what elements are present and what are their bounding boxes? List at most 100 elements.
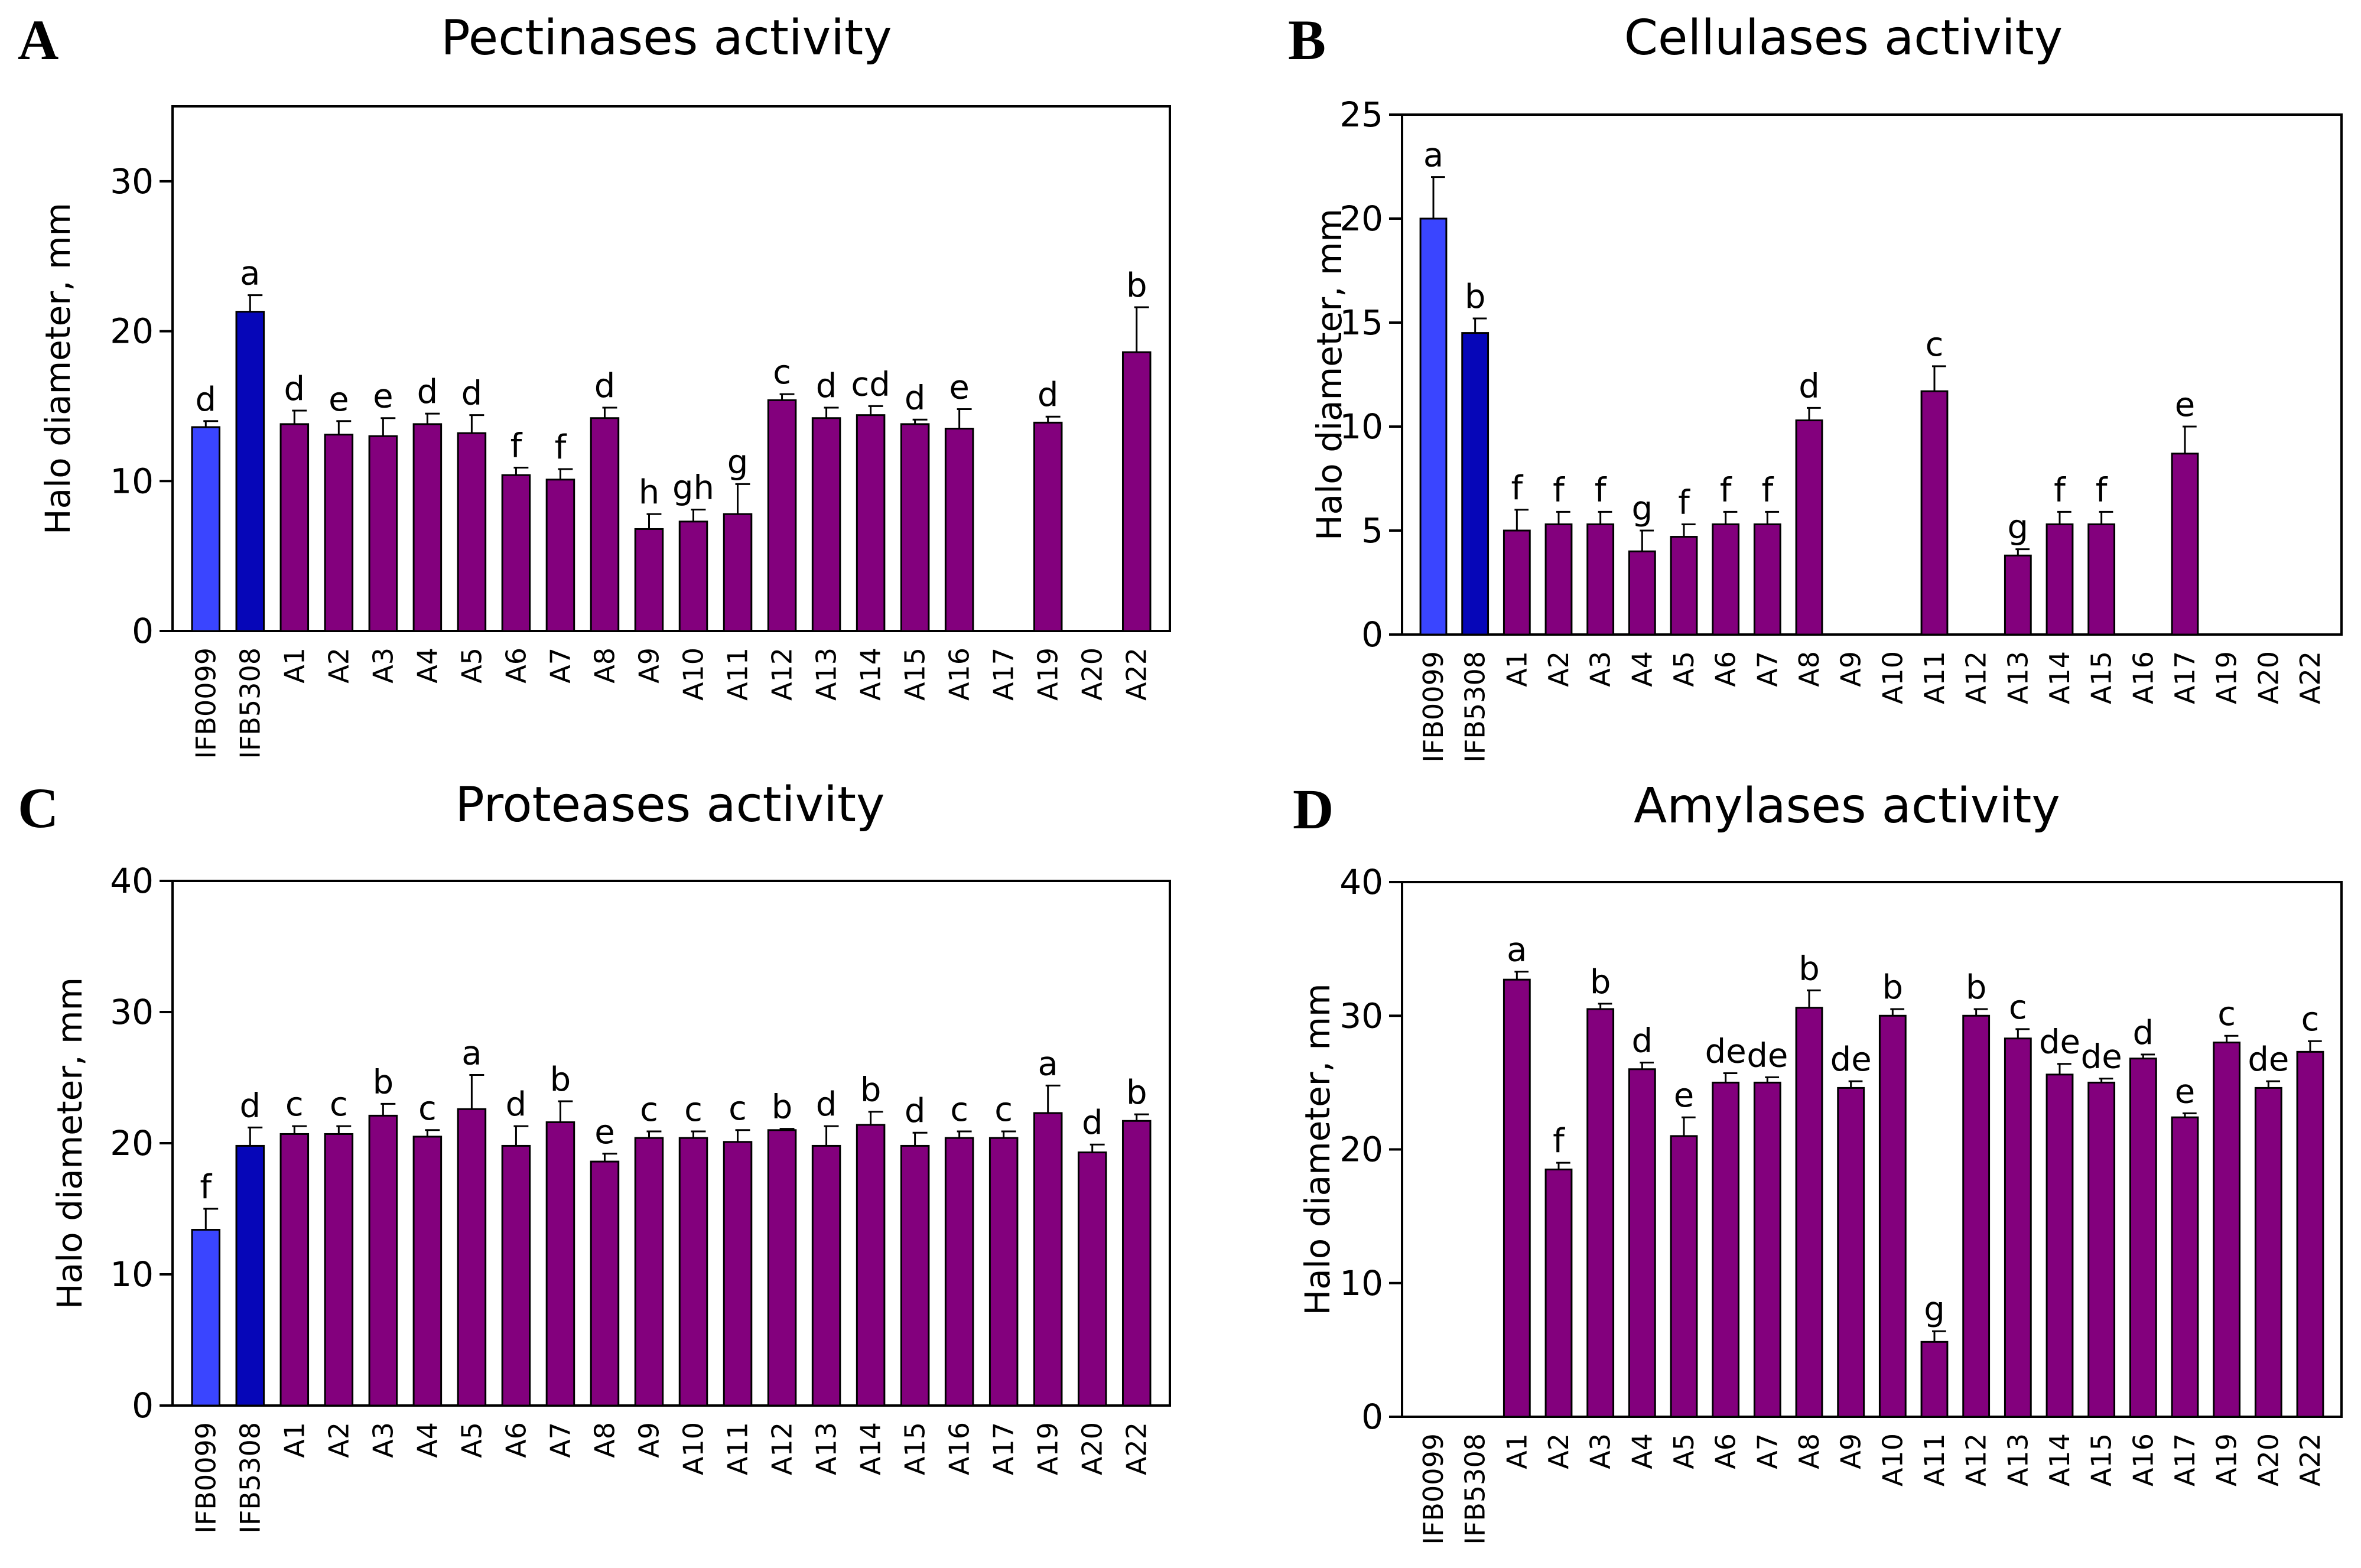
y-tick-label: 10 [110, 461, 154, 501]
bar [1503, 529, 1531, 636]
y-tick-label: 10 [1339, 406, 1383, 447]
y-tick-label: 5 [1361, 510, 1383, 551]
significance-letter: d [2133, 1014, 2154, 1052]
bar [235, 311, 265, 632]
bar [501, 1144, 531, 1407]
significance-letter: c [2217, 995, 2236, 1033]
significance-letter: c [418, 1089, 437, 1128]
chart-panel-d: D Amylases activity Halo diameter, mm 0 10 20… [1293, 778, 2343, 1545]
bar [457, 1108, 487, 1407]
x-tick-label: A7 [544, 648, 576, 684]
significance-letter: d [240, 1086, 261, 1125]
x-tick-label: A15 [899, 648, 931, 701]
significance-letter: d [1632, 1022, 1653, 1060]
bar [2296, 1050, 2324, 1418]
x-tick-label: A10 [678, 1422, 710, 1475]
significance-letter: d [594, 367, 616, 405]
significance-letter: de [2039, 1023, 2080, 1062]
x-tick-label: A4 [1626, 1433, 1658, 1469]
significance-letter: c [729, 1089, 747, 1128]
y-tick-label: 30 [110, 161, 154, 201]
significance-letter: g [1924, 1290, 1945, 1329]
x-tick-label: A17 [988, 1422, 1020, 1475]
bar [678, 521, 708, 632]
significance-letter: h [639, 473, 660, 512]
significance-letter: c [285, 1085, 304, 1124]
chart-title: Amylases activity [1634, 778, 2060, 834]
x-tick-label: A22 [1121, 648, 1153, 701]
significance-letter: e [2175, 1072, 2195, 1111]
bar [1628, 1068, 1656, 1418]
x-tick-label: IFB5308 [234, 648, 266, 759]
bar [1712, 523, 1740, 636]
y-tick-label: 0 [1361, 1397, 1383, 1437]
y-axis-label: Halo diameter, mm [38, 203, 78, 535]
significance-letter: de [2248, 1040, 2289, 1079]
significance-letter: f [1511, 469, 1523, 508]
bar [545, 479, 575, 632]
y-tick-label: 20 [110, 311, 154, 352]
bar [1544, 523, 1573, 636]
y-tick-label: 20 [110, 1123, 154, 1163]
significance-letter: b [1126, 1073, 1147, 1112]
bar [1795, 1007, 1823, 1418]
chart-panel-a: A Pectinases activity Halo diameter, mm 0 10… [18, 8, 1171, 759]
x-tick-label: A7 [1751, 651, 1783, 687]
x-tick-label: A8 [1793, 1433, 1825, 1469]
significance-letter: a [1507, 931, 1527, 970]
y-tick-label: 40 [1339, 862, 1383, 902]
x-tick-label: A3 [367, 1422, 399, 1458]
x-tick-label: A22 [1121, 1422, 1153, 1475]
significance-letter: de [1705, 1033, 1747, 1071]
x-tick-label: A5 [1668, 1433, 1700, 1469]
significance-letter: d [461, 375, 483, 413]
bar [1670, 1135, 1698, 1418]
y-tick-label: 10 [1339, 1263, 1383, 1303]
significance-letter: de [2081, 1038, 2122, 1076]
significance-letter: f [1553, 1122, 1565, 1160]
plot-frame [171, 105, 1171, 632]
significance-letter: g [1632, 490, 1653, 528]
x-tick-label: IFB0099 [190, 1422, 222, 1534]
x-tick-label: A8 [1793, 651, 1825, 687]
significance-letter: f [1720, 471, 1732, 509]
significance-letter: e [1674, 1076, 1694, 1115]
x-tick-label: A13 [811, 648, 843, 701]
y-tick-label: 0 [132, 1385, 154, 1426]
significance-letter: d [816, 367, 837, 405]
significance-letter: c [2301, 1000, 2320, 1039]
x-tick-label: A14 [855, 1422, 887, 1475]
x-tick-label: A6 [500, 1422, 532, 1458]
x-tick-label: A16 [2127, 1433, 2159, 1486]
x-tick-label: IFB5308 [1459, 651, 1491, 763]
bar [2171, 1116, 2199, 1418]
x-tick-label: A12 [1960, 1433, 1992, 1486]
bar [368, 435, 398, 632]
y-tick-label: 0 [1361, 614, 1383, 655]
bar [1753, 523, 1781, 636]
bar [723, 1141, 753, 1407]
significance-letter: a [461, 1035, 482, 1073]
bar [324, 1133, 354, 1407]
x-tick-label: A16 [944, 648, 975, 701]
significance-letter: f [1678, 483, 1690, 522]
significance-letter: d [1799, 367, 1820, 405]
bar [988, 1137, 1019, 1407]
x-tick-label: A14 [855, 648, 887, 701]
x-tick-label: A17 [988, 648, 1020, 701]
x-tick-label: A4 [411, 1422, 443, 1458]
bar [811, 417, 841, 632]
x-tick-label: A11 [722, 1422, 754, 1475]
bar [1628, 550, 1656, 636]
x-tick-label: A11 [1918, 651, 1950, 704]
x-tick-label: A13 [2002, 651, 2034, 704]
bar [900, 423, 930, 632]
x-tick-label: IFB5308 [1459, 1433, 1491, 1545]
x-tick-label: A10 [1877, 1433, 1908, 1486]
significance-letter: f [1553, 471, 1565, 509]
bar [1920, 390, 1949, 636]
x-tick-label: A20 [1077, 648, 1108, 701]
x-tick-label: A2 [323, 648, 355, 684]
x-tick-label: A5 [456, 1422, 487, 1458]
